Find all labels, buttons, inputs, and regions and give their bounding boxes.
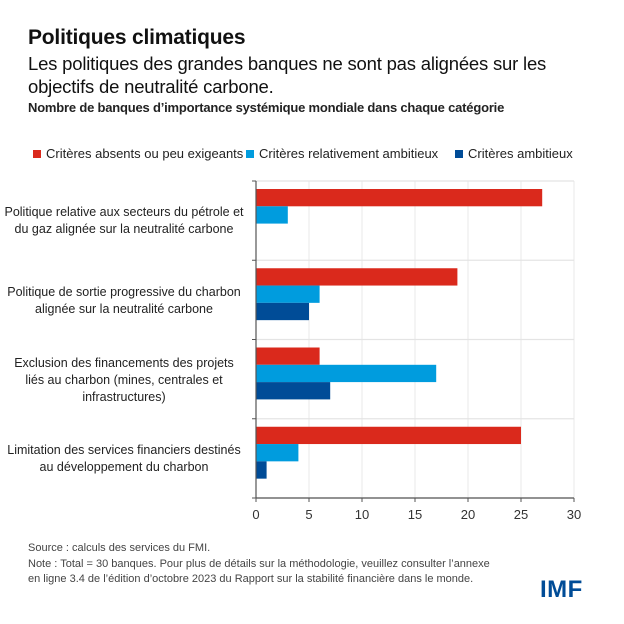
chart-title: Politiques climatiques xyxy=(28,26,246,49)
bar-3-2 xyxy=(256,461,267,479)
footer-notes: Source : calculs des services du FMI. No… xyxy=(28,541,498,588)
legend-item-relative: Critères relativement ambitieux xyxy=(246,146,438,161)
bar-2-0 xyxy=(256,347,320,365)
category-label-coal-phaseout: Politique de sortie progressive du charb… xyxy=(7,285,241,316)
category-label-coal-exclusion: Exclusion des financements des projets l… xyxy=(14,356,234,404)
legend-label-relative: Critères relativement ambitieux xyxy=(259,146,439,161)
legend-label-ambitious: Critères ambitieux xyxy=(468,146,573,161)
legend-item-absent: Critères absents ou peu exigeants xyxy=(33,146,243,161)
bar-2-1 xyxy=(256,364,437,383)
category-label-oil-gas: Politique relative aux secteurs du pétro… xyxy=(4,205,244,236)
legend-swatch-relative xyxy=(246,149,254,158)
legend-swatch-absent xyxy=(33,149,41,158)
unit-label: Nombre de banques d’importance systémiqu… xyxy=(28,100,505,115)
bar-1-0 xyxy=(256,268,458,286)
imf-logo: IMF xyxy=(540,576,583,603)
x-tick-label-15: 15 xyxy=(408,507,422,522)
legend: Critères absents ou peu exigeants Critèr… xyxy=(0,146,624,164)
x-tick-label-0: 0 xyxy=(252,507,259,522)
bar-0-1 xyxy=(256,206,288,224)
x-tick-label-5: 5 xyxy=(305,507,312,522)
x-tick-label-25: 25 xyxy=(514,507,528,522)
legend-swatch-ambitious xyxy=(455,149,463,158)
legend-label-absent: Critères absents ou peu exigeants xyxy=(46,146,244,161)
methodology-note: Note : Total = 30 banques. Pour plus de … xyxy=(28,557,490,586)
bar-1-2 xyxy=(256,302,309,321)
x-tick-label-30: 30 xyxy=(567,507,581,522)
bar-1-1 xyxy=(256,285,320,303)
bar-0-0 xyxy=(256,189,543,207)
x-tick-label-20: 20 xyxy=(461,507,475,522)
bar-3-1 xyxy=(256,444,299,462)
category-label-coal-services: Limitation des services financiers desti… xyxy=(7,443,241,474)
chart-subtitle: Les politiques des grandes banques ne so… xyxy=(28,53,547,97)
x-tick-label-10: 10 xyxy=(355,507,369,522)
bar-2-2 xyxy=(256,382,331,400)
legend-item-ambitious: Critères ambitieux xyxy=(455,146,573,161)
source-note: Source : calculs des services du FMI. xyxy=(28,542,211,554)
bar-3-0 xyxy=(256,426,521,445)
